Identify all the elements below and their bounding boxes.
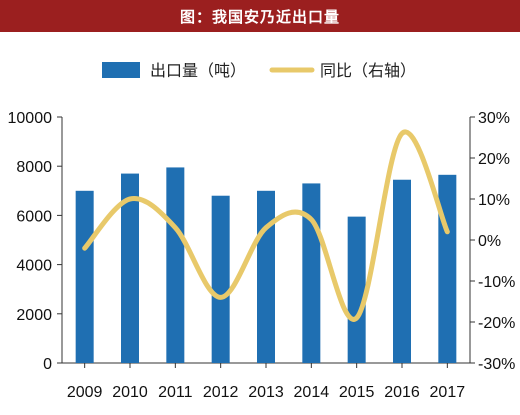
y-right-tick-labels: -30% -20% -10% 0% 10% 20% 30%	[470, 110, 515, 373]
yoy-line-path	[82, 129, 450, 322]
x-tick-label-2016: 2016	[384, 384, 420, 401]
y-left-tick-label: 2000	[16, 307, 52, 324]
legend-label-export: 出口量（吨）	[150, 61, 246, 80]
x-tick-label-2012: 2012	[203, 384, 239, 401]
legend-label-yoy: 同比（右轴）	[320, 61, 416, 80]
y-right-tick-label: 30%	[478, 110, 510, 127]
yoy-line	[82, 129, 450, 322]
x-tick-label-2009: 2009	[67, 384, 103, 401]
y-right-tick-label: 10%	[478, 192, 510, 209]
bar-2012	[211, 195, 230, 363]
bar-2016	[393, 179, 411, 363]
y-left-tick-label: 8000	[16, 159, 52, 176]
bars	[75, 167, 457, 363]
bar-2017	[438, 174, 457, 363]
bar-2010	[121, 173, 139, 363]
y-left-tick-label: 10000	[8, 110, 53, 127]
x-tick-label-2013: 2013	[248, 384, 284, 401]
x-tick-label-2010: 2010	[112, 384, 148, 401]
bar-2009	[75, 190, 94, 363]
y-left-tick-label: 0	[43, 356, 52, 373]
y-right-tick-label: -20%	[478, 315, 515, 332]
x-tick-label-2017: 2017	[430, 384, 466, 401]
bar-2013	[257, 190, 275, 363]
chart-title: 图：我国安乃近出口量	[0, 0, 520, 32]
bar-2014	[302, 183, 321, 363]
bar-2011	[166, 167, 185, 363]
x-tick-label-2011: 2011	[158, 384, 193, 401]
legend-swatch-bar	[102, 62, 140, 78]
y-left-tick-label: 6000	[16, 208, 52, 225]
y-right-tick-label: 0%	[478, 233, 501, 250]
x-tick-label-2014: 2014	[294, 384, 330, 401]
bar-2015	[347, 216, 366, 363]
y-left-tick-labels: 0 2000 4000 6000 8000 10000	[8, 110, 62, 373]
legend: 出口量（吨） 同比（右轴）	[102, 61, 416, 80]
y-right-tick-label: -10%	[478, 274, 515, 291]
x-tick-label-2015: 2015	[339, 384, 375, 401]
x-tick-labels: 2009 2010 2011 2012 2013 2014 2015 2016 2017	[67, 363, 465, 401]
y-right-tick-label: -30%	[478, 356, 515, 373]
y-left-tick-label: 4000	[16, 258, 52, 275]
y-right-tick-label: 20%	[478, 151, 510, 168]
